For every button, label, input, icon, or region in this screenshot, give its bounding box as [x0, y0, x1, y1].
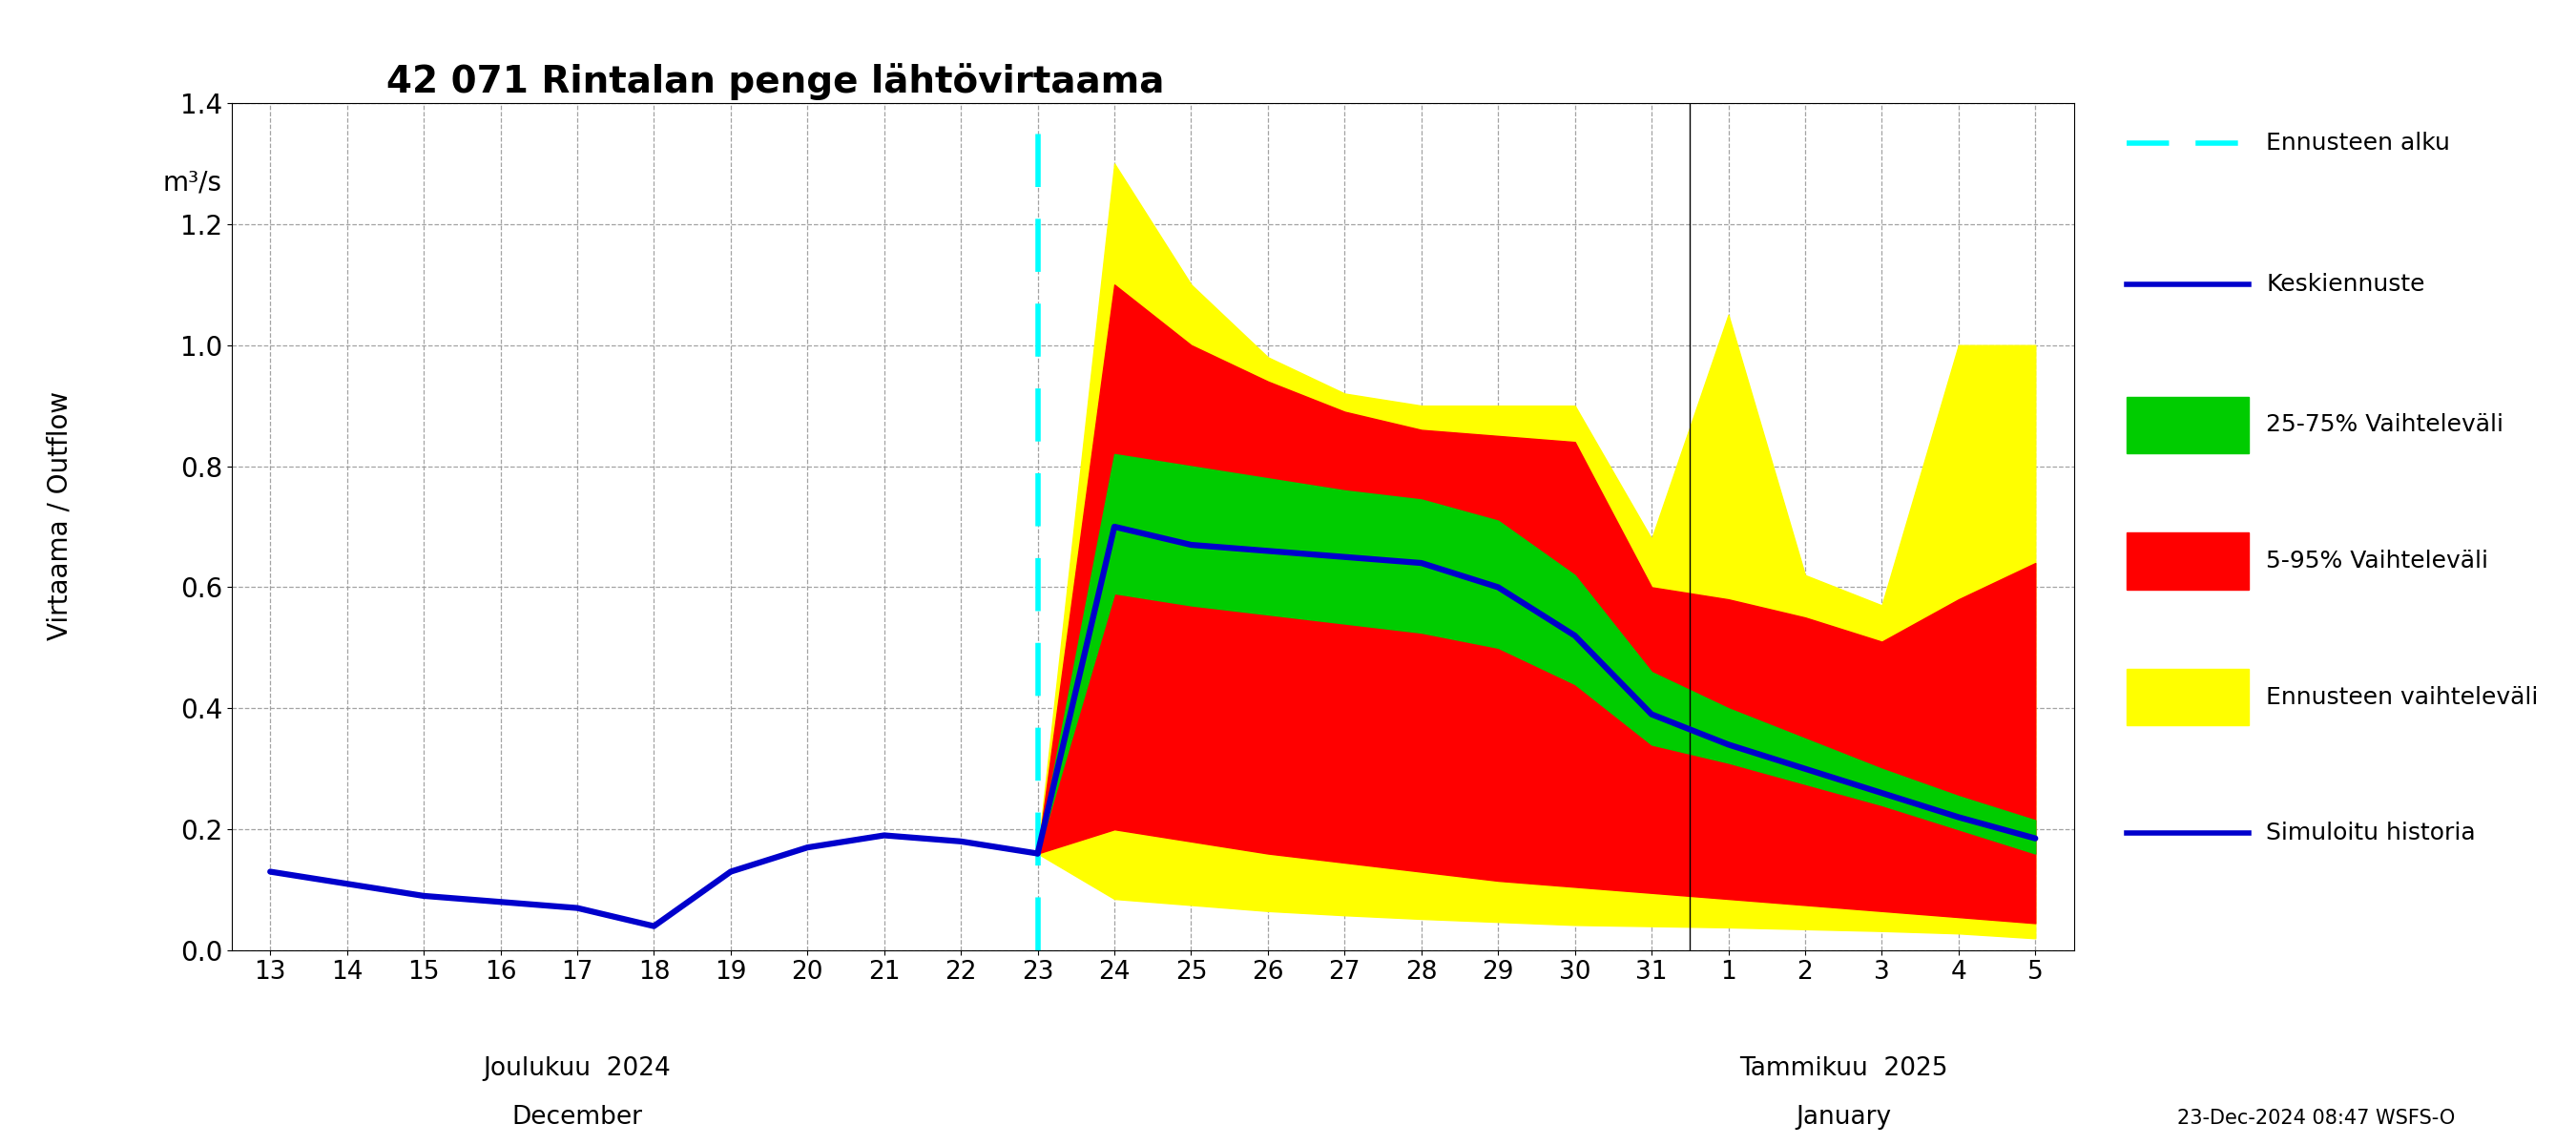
- Point: [2233, 827, 2264, 840]
- Text: December: December: [513, 1105, 641, 1129]
- Bar: [2125, 669, 2249, 726]
- Point: [2110, 277, 2141, 291]
- Text: 23-Dec-2024 08:47 WSFS-O: 23-Dec-2024 08:47 WSFS-O: [2177, 1108, 2455, 1128]
- Text: Ennusteen vaihteleväli: Ennusteen vaihteleväli: [2267, 686, 2537, 709]
- Bar: [2125, 532, 2249, 590]
- Text: Joulukuu  2024: Joulukuu 2024: [484, 1056, 670, 1081]
- Text: Tammikuu  2025: Tammikuu 2025: [1739, 1056, 1947, 1081]
- Text: January: January: [1795, 1105, 1891, 1129]
- Text: 5-95% Vaihteleväli: 5-95% Vaihteleväli: [2267, 550, 2488, 572]
- Text: 25-75% Vaihteleväli: 25-75% Vaihteleväli: [2267, 413, 2504, 436]
- Text: Virtaama / Outflow: Virtaama / Outflow: [46, 390, 72, 640]
- Bar: [2125, 396, 2249, 453]
- Text: 42 071 Rintalan penge lähtövirtaama: 42 071 Rintalan penge lähtövirtaama: [386, 63, 1164, 100]
- Point: [2233, 277, 2264, 291]
- Point: [2110, 136, 2141, 150]
- Point: [2233, 136, 2264, 150]
- Text: Keskiennuste: Keskiennuste: [2267, 273, 2424, 295]
- Text: Ennusteen alku: Ennusteen alku: [2267, 132, 2450, 155]
- Point: [2110, 827, 2141, 840]
- Text: m³/s: m³/s: [162, 169, 222, 197]
- Text: Simuloitu historia: Simuloitu historia: [2267, 822, 2476, 845]
